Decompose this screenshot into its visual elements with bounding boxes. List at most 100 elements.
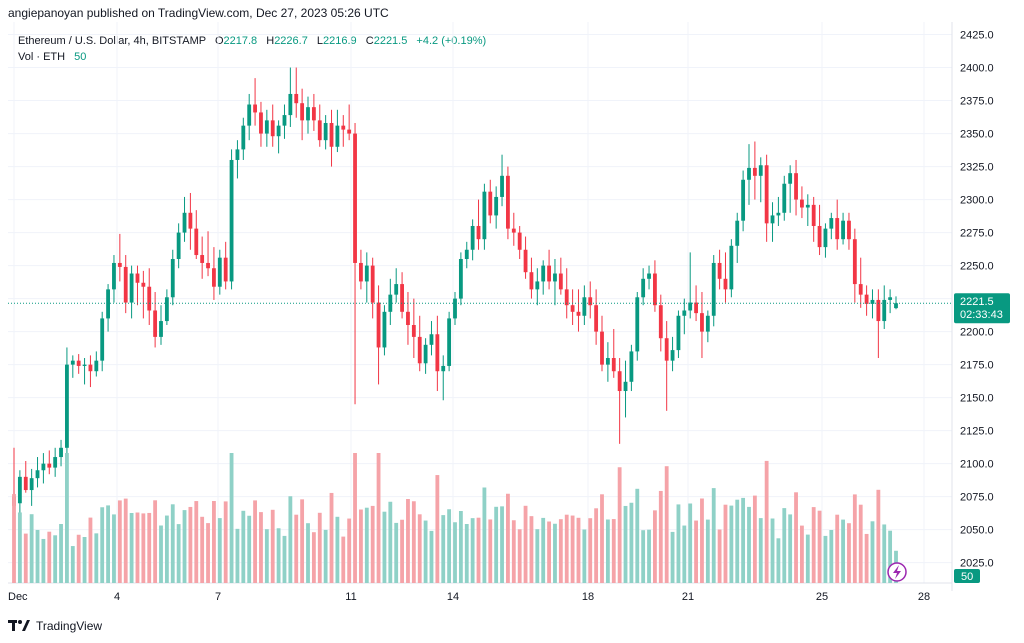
candle-body-down[interactable] bbox=[876, 299, 881, 322]
candle-body-down[interactable] bbox=[717, 262, 722, 279]
candle-body-down[interactable] bbox=[370, 265, 375, 303]
candle-body-up[interactable] bbox=[705, 315, 710, 332]
candle-body-down[interactable] bbox=[529, 272, 534, 290]
candle-body-up[interactable] bbox=[688, 302, 693, 311]
candle-body-down[interactable] bbox=[117, 262, 122, 267]
candle-body-up[interactable] bbox=[605, 358, 610, 365]
candle-body-down[interactable] bbox=[611, 358, 616, 372]
candle-body-down[interactable] bbox=[476, 225, 481, 240]
candle-body-down[interactable] bbox=[600, 331, 604, 365]
candle-body-up[interactable] bbox=[870, 299, 875, 304]
candle-body-down[interactable] bbox=[794, 173, 798, 200]
candle-body-up[interactable] bbox=[100, 318, 105, 361]
candle-body-up[interactable] bbox=[464, 249, 469, 259]
candle-body-down[interactable] bbox=[435, 334, 440, 372]
candle-body-down[interactable] bbox=[564, 289, 569, 306]
candle-body-down[interactable] bbox=[206, 262, 210, 269]
candle-body-down[interactable] bbox=[341, 125, 346, 130]
candle-body-down[interactable] bbox=[664, 338, 669, 361]
candle-body-up[interactable] bbox=[623, 381, 628, 392]
candle-body-down[interactable] bbox=[653, 273, 657, 306]
candle-body-down[interactable] bbox=[617, 371, 622, 392]
candle-body-down[interactable] bbox=[694, 302, 698, 314]
candle-body-up[interactable] bbox=[282, 115, 287, 126]
candle-body-up[interactable] bbox=[647, 273, 651, 279]
candle-body-up[interactable] bbox=[447, 318, 452, 366]
candle-body-up[interactable] bbox=[441, 365, 446, 372]
candle-body-up[interactable] bbox=[17, 476, 22, 504]
candle-body-up[interactable] bbox=[159, 321, 163, 337]
candle-body-up[interactable] bbox=[170, 258, 175, 298]
candle-body-down[interactable] bbox=[188, 212, 193, 229]
candle-body-up[interactable] bbox=[747, 167, 751, 180]
candle-body-down[interactable] bbox=[523, 249, 528, 273]
candle-body-down[interactable] bbox=[253, 104, 257, 113]
candle-body-up[interactable] bbox=[582, 297, 587, 316]
candle-body-down[interactable] bbox=[858, 284, 863, 295]
candle-body-up[interactable] bbox=[217, 257, 222, 287]
candle-body-up[interactable] bbox=[53, 457, 58, 468]
candle-body-up[interactable] bbox=[229, 159, 234, 282]
candle-body-up[interactable] bbox=[682, 310, 687, 316]
candle-body-up[interactable] bbox=[882, 299, 887, 322]
candle-body-up[interactable] bbox=[288, 93, 293, 116]
candle-body-up[interactable] bbox=[741, 179, 746, 221]
candle-body-up[interactable] bbox=[758, 165, 763, 176]
candle-body-down[interactable] bbox=[406, 311, 410, 326]
candle-body-down[interactable] bbox=[835, 218, 840, 240]
candle-body-up[interactable] bbox=[829, 218, 834, 229]
candle-body-down[interactable] bbox=[317, 120, 322, 141]
candle-body-up[interactable] bbox=[770, 215, 775, 224]
candle-body-down[interactable] bbox=[417, 336, 422, 364]
candle-body-up[interactable] bbox=[823, 228, 828, 248]
candle-body-up[interactable] bbox=[112, 262, 116, 290]
candle-body-up[interactable] bbox=[735, 220, 740, 246]
candle-body-down[interactable] bbox=[47, 463, 52, 468]
candle-body-down[interactable] bbox=[376, 302, 381, 348]
candle-body-up[interactable] bbox=[429, 334, 434, 345]
symbol-title[interactable]: Ethereum / U.S. Dollar, 4h, BITSTAMP bbox=[18, 35, 206, 47]
candle-body-down[interactable] bbox=[764, 165, 769, 224]
candle-body-down[interactable] bbox=[353, 133, 357, 263]
candle-body-down[interactable] bbox=[511, 228, 516, 233]
candle-body-up[interactable] bbox=[306, 107, 310, 121]
candle-body-up[interactable] bbox=[164, 297, 169, 322]
candle-body-down[interactable] bbox=[811, 204, 816, 226]
candle-body-down[interactable] bbox=[88, 364, 93, 372]
candle-body-down[interactable] bbox=[141, 282, 146, 287]
candle-body-down[interactable] bbox=[658, 305, 663, 339]
candle-body-up[interactable] bbox=[782, 183, 787, 213]
candle-body-up[interactable] bbox=[535, 281, 540, 290]
candle-body-up[interactable] bbox=[129, 273, 134, 303]
candle-body-up[interactable] bbox=[41, 463, 46, 471]
candle-body-up[interactable] bbox=[276, 125, 281, 137]
candle-body-down[interactable] bbox=[547, 265, 551, 282]
candle-body-down[interactable] bbox=[817, 225, 822, 248]
candle-body-down[interactable] bbox=[153, 310, 158, 337]
candle-body-down[interactable] bbox=[76, 360, 81, 366]
candle-body-up[interactable] bbox=[482, 191, 487, 240]
candle-body-down[interactable] bbox=[147, 286, 152, 311]
candle-body-down[interactable] bbox=[411, 325, 416, 337]
candle-body-up[interactable] bbox=[894, 303, 898, 309]
candle-body-up[interactable] bbox=[776, 212, 781, 216]
candle-body-up[interactable] bbox=[35, 470, 40, 479]
candle-body-down[interactable] bbox=[517, 232, 522, 250]
candle-body-down[interactable] bbox=[576, 311, 581, 316]
candle-body-down[interactable] bbox=[311, 107, 316, 121]
candle-body-up[interactable] bbox=[394, 284, 399, 295]
candle-body-up[interactable] bbox=[841, 220, 845, 240]
candle-body-up[interactable] bbox=[176, 232, 181, 259]
candle-body-up[interactable] bbox=[59, 447, 63, 458]
candle-body-up[interactable] bbox=[82, 364, 87, 366]
candle-body-up[interactable] bbox=[676, 315, 681, 351]
candle-body-up[interactable] bbox=[729, 245, 734, 290]
candle-body-up[interactable] bbox=[494, 196, 499, 216]
candle-body-up[interactable] bbox=[364, 265, 369, 282]
candle-body-up[interactable] bbox=[241, 125, 246, 150]
candle-body-down[interactable] bbox=[359, 262, 363, 282]
candle-body-down[interactable] bbox=[847, 220, 851, 240]
volume-label[interactable]: Vol · ETH bbox=[18, 51, 66, 63]
candle-body-up[interactable] bbox=[264, 120, 269, 134]
